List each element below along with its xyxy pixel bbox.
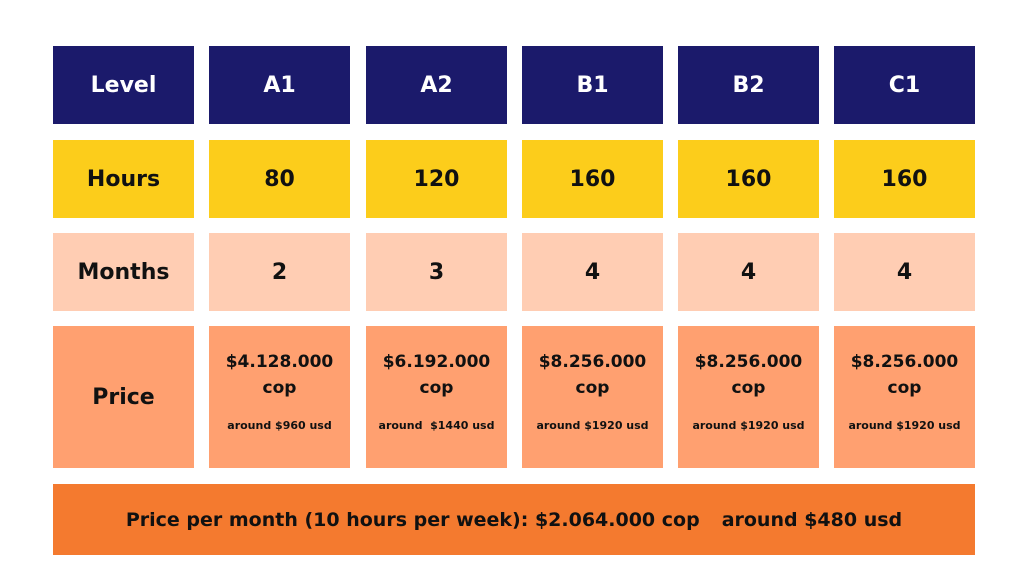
hours-c1-cell: 160 xyxy=(834,140,975,218)
level-a2-cell: A2 xyxy=(366,46,507,124)
hours-value: 160 xyxy=(569,166,616,192)
hours-b1-cell: 160 xyxy=(522,140,663,218)
level-b2-cell: B2 xyxy=(678,46,819,124)
level-value: C1 xyxy=(888,72,921,98)
level-b1-cell: B1 xyxy=(522,46,663,124)
level-header-cell: Level xyxy=(53,46,194,124)
price-usd-value: around $1920 usd xyxy=(536,418,649,432)
price-b2-cell: $8.256.000 cop around $1920 usd xyxy=(678,326,819,468)
hours-value: 160 xyxy=(725,166,772,192)
hours-label: Hours xyxy=(86,166,161,192)
months-a1-cell: 2 xyxy=(209,233,350,311)
hours-b2-cell: 160 xyxy=(678,140,819,218)
level-c1-cell: C1 xyxy=(834,46,975,124)
level-value: B2 xyxy=(732,72,765,98)
hours-a1-cell: 80 xyxy=(209,140,350,218)
monthly-price-banner: Price per month (10 hours per week): $2.… xyxy=(53,484,975,555)
months-a2-cell: 3 xyxy=(366,233,507,311)
months-value: 4 xyxy=(584,259,601,285)
level-label: Level xyxy=(90,72,157,98)
price-header-cell: Price xyxy=(53,326,194,468)
price-a1-cell: $4.128.000 cop around $960 usd xyxy=(209,326,350,468)
monthly-price-text: Price per month (10 hours per week): $2.… xyxy=(125,508,700,531)
months-b2-cell: 4 xyxy=(678,233,819,311)
months-value: 4 xyxy=(740,259,757,285)
price-label: Price xyxy=(92,384,155,410)
price-usd-value: around $1920 usd xyxy=(848,418,961,432)
price-a2-cell: $6.192.000 cop around $1440 usd xyxy=(366,326,507,468)
months-value: 2 xyxy=(271,259,288,285)
price-cop-value: $8.256.000 cop xyxy=(538,351,647,398)
price-cop-value: $8.256.000 cop xyxy=(694,351,803,398)
hours-value: 120 xyxy=(413,166,460,192)
level-a1-cell: A1 xyxy=(209,46,350,124)
hours-value: 160 xyxy=(881,166,928,192)
months-label: Months xyxy=(77,259,170,285)
price-usd-value: around $960 usd xyxy=(227,418,332,432)
months-value: 3 xyxy=(428,259,445,285)
months-b1-cell: 4 xyxy=(522,233,663,311)
price-cop-value: $4.128.000 cop xyxy=(225,351,334,398)
price-cop-value: $8.256.000 cop xyxy=(850,351,959,398)
hours-a2-cell: 120 xyxy=(366,140,507,218)
level-value: A1 xyxy=(263,72,296,98)
months-header-cell: Months xyxy=(53,233,194,311)
price-usd-value: around $1440 usd xyxy=(378,418,495,432)
hours-header-cell: Hours xyxy=(53,140,194,218)
price-b1-cell: $8.256.000 cop around $1920 usd xyxy=(522,326,663,468)
price-usd-value: around $1920 usd xyxy=(692,418,805,432)
level-value: B1 xyxy=(576,72,609,98)
monthly-usd-text: around $480 usd xyxy=(721,508,903,531)
price-cop-value: $6.192.000 cop xyxy=(382,351,491,398)
price-c1-cell: $8.256.000 cop around $1920 usd xyxy=(834,326,975,468)
months-value: 4 xyxy=(896,259,913,285)
months-c1-cell: 4 xyxy=(834,233,975,311)
hours-value: 80 xyxy=(264,166,295,192)
level-value: A2 xyxy=(420,72,453,98)
